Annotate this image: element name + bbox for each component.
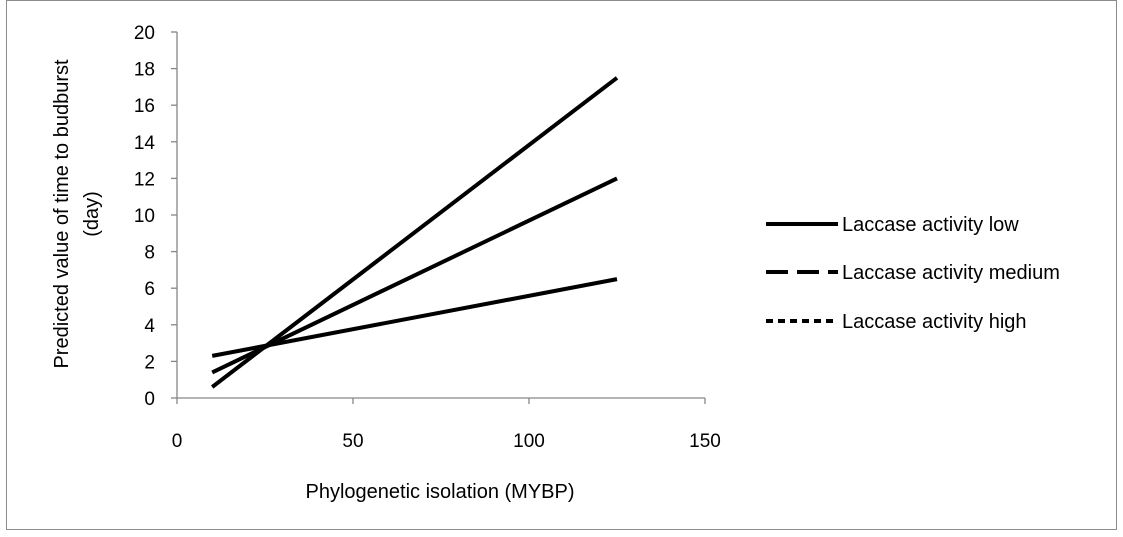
y-tick-label: 8 bbox=[144, 243, 155, 264]
y-axis-title-line-2: (day) bbox=[81, 191, 103, 237]
x-axis-title: Phylogenetic isolation (MYBP) bbox=[305, 481, 574, 503]
y-tick-label: 2 bbox=[144, 352, 155, 373]
legend-label-1: Laccase activity low bbox=[842, 214, 1019, 236]
legend-label-2: Laccase activity medium bbox=[842, 262, 1060, 284]
x-tick-label: 50 bbox=[342, 431, 363, 452]
y-tick-label: 18 bbox=[134, 60, 155, 81]
y-tick-label: 0 bbox=[144, 389, 155, 410]
y-axis-title-continued: (day) bbox=[81, 191, 103, 237]
x-tick-label: 100 bbox=[513, 431, 545, 452]
y-tick-label: 4 bbox=[144, 316, 155, 337]
y-tick-label: 20 bbox=[134, 23, 155, 44]
y-axis-title-line-1: Predicted value of time to budburst bbox=[51, 59, 73, 369]
y-tick-label: 10 bbox=[134, 206, 155, 227]
chart-frame bbox=[6, 0, 1117, 530]
x-tick-label: 0 bbox=[172, 431, 183, 452]
y-tick-label: 6 bbox=[144, 279, 155, 300]
y-axis-title: Predicted value of time to budburst bbox=[51, 59, 73, 369]
y-tick-label: 12 bbox=[134, 169, 155, 190]
tick-labels: 0 2 4 6 8 10 12 14 16 18 20 0 50 100 150 bbox=[134, 23, 721, 452]
axes bbox=[171, 31, 706, 404]
y-tick-label: 16 bbox=[134, 96, 155, 117]
legend: Laccase activity low Laccase activity med… bbox=[766, 214, 1060, 333]
series-line-2 bbox=[211, 176, 618, 375]
y-tick-label: 14 bbox=[134, 133, 156, 154]
series-line-1 bbox=[210, 76, 619, 389]
x-tick-label: 150 bbox=[689, 431, 721, 452]
legend-label-3: Laccase activity high bbox=[842, 311, 1027, 333]
series-line-3 bbox=[211, 277, 618, 358]
plot-lines bbox=[210, 76, 619, 389]
